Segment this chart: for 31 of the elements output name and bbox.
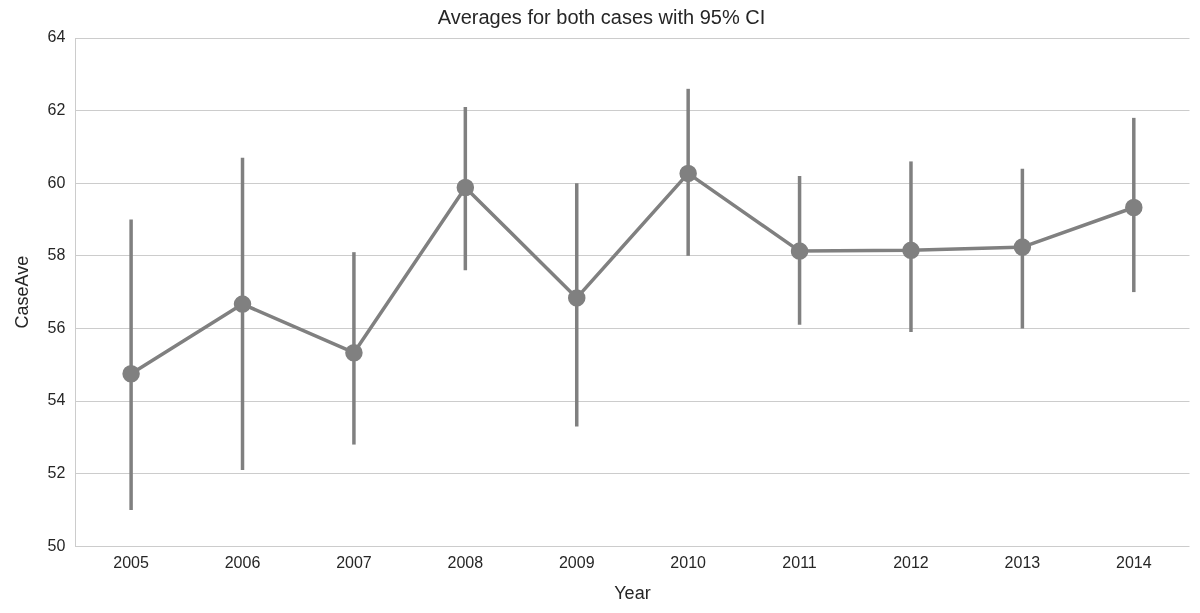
y-tick-label: 60 xyxy=(47,173,66,191)
point xyxy=(790,242,809,260)
y-tick-label: 50 xyxy=(47,536,66,554)
x-tick-label: 2009 xyxy=(558,554,595,572)
y-tick-label: 58 xyxy=(47,246,66,264)
x-tick-label: 2011 xyxy=(782,554,817,572)
x-tick-label: 2012 xyxy=(893,554,929,572)
y-tick-label: 62 xyxy=(47,101,66,119)
x-tick-label: 2013 xyxy=(1004,554,1041,572)
x-tick-label: 2008 xyxy=(447,554,484,572)
x-tick-label: 2005 xyxy=(113,554,149,572)
x-tick-label: 2007 xyxy=(336,554,372,572)
point xyxy=(567,289,586,307)
y-tick-label: 56 xyxy=(47,318,66,336)
x-tick-label: 2006 xyxy=(224,554,261,572)
y-tick-label: 52 xyxy=(47,464,66,482)
point xyxy=(456,178,475,197)
x-axis-title: Year xyxy=(614,583,651,604)
y-axis-title: CaseAve xyxy=(11,255,32,329)
x-tick-label: 2014 xyxy=(1116,554,1152,572)
x-tick-label: 2010 xyxy=(670,554,707,572)
point xyxy=(1013,238,1032,256)
chart-title: Averages for both cases with 95% CI xyxy=(437,5,766,28)
point xyxy=(345,343,363,362)
y-tick-label: 54 xyxy=(47,391,66,409)
point xyxy=(1125,198,1143,217)
point xyxy=(122,365,140,383)
y-tick-label: 64 xyxy=(47,28,66,46)
point xyxy=(233,295,252,313)
point xyxy=(902,241,920,260)
point xyxy=(679,164,697,183)
